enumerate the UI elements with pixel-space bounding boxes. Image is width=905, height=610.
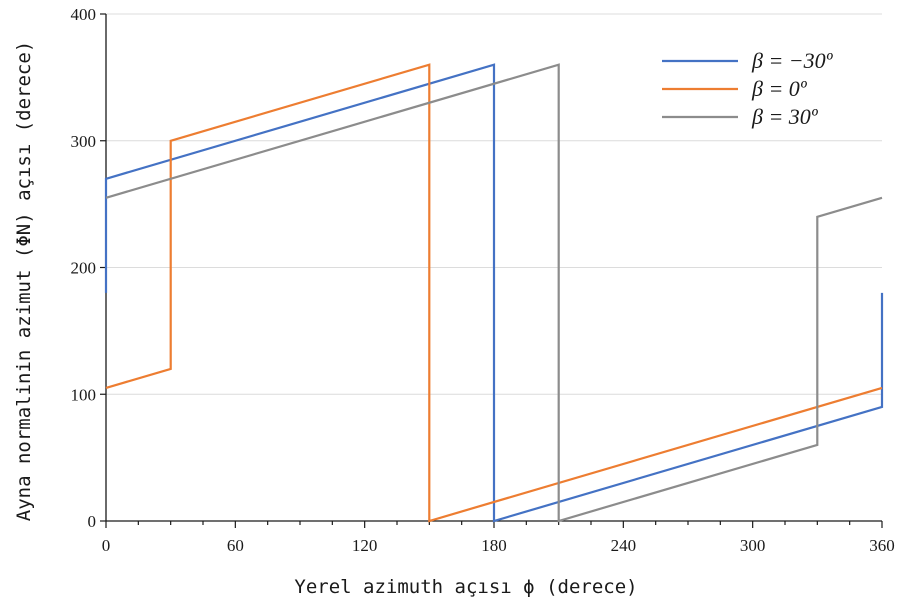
x-tick-label-60: 60 [227, 536, 244, 555]
tick-labels: 0 100 200 300 400 0 60 120 180 240 300 360 [71, 5, 895, 555]
x-tick-label-240: 240 [611, 536, 637, 555]
series-line-3 [105, 63, 883, 523]
x-tick-label-120: 120 [352, 536, 378, 555]
series-line-1 [104, 63, 884, 523]
y-tick-label-200: 200 [71, 259, 97, 278]
legend-label-3: β = 30º [751, 104, 819, 129]
series-line-2 [105, 63, 883, 523]
series-lines [104, 63, 884, 523]
x-tick-label-360: 360 [869, 536, 895, 555]
x-axis-label: Yerel azimuth açısı ϕ (derece) [294, 576, 637, 598]
x-tick-label-180: 180 [481, 536, 507, 555]
legend: β = −30º β = 0º β = 30º [662, 48, 834, 129]
legend-label-2: β = 0º [751, 76, 808, 101]
y-tick-label-100: 100 [71, 385, 97, 404]
legend-label-1: β = −30º [751, 48, 834, 73]
y-tick-label-300: 300 [71, 132, 97, 151]
y-tick-label-400: 400 [71, 5, 97, 24]
x-tick-label-0: 0 [102, 536, 111, 555]
y-axis-label: Ayna normalinin azimut (ΦN) açısı (derec… [13, 41, 35, 521]
y-tick-label-0: 0 [88, 512, 97, 531]
x-tick-label-300: 300 [740, 536, 766, 555]
